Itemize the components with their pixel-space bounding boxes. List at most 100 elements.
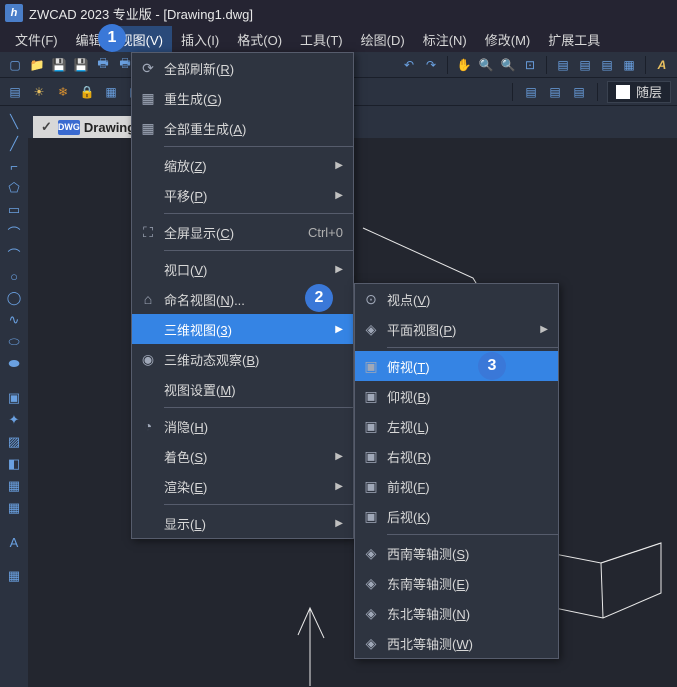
saveas-icon[interactable]: 💾: [72, 56, 90, 74]
point-icon[interactable]: ✦: [4, 410, 24, 430]
menu-item-label: 前视(F): [387, 477, 548, 496]
menu-item-重生成G[interactable]: ▦重生成(G): [132, 83, 353, 113]
menu-item-三维动态观察B[interactable]: ◉三维动态观察(B): [132, 344, 353, 374]
submenu-arrow-icon: ▶: [335, 518, 343, 529]
menu-item-右视R[interactable]: ▣右视(R): [355, 441, 558, 471]
menu-[interactable]: 扩展工具: [539, 26, 609, 52]
palette2-icon[interactable]: ▤: [598, 56, 616, 74]
menu-item-全部重生成A[interactable]: ▦全部重生成(A): [132, 113, 353, 143]
menu-item-平移P[interactable]: 平移(P)▶: [132, 180, 353, 210]
line-icon[interactable]: ╲: [4, 112, 24, 132]
menu-item-后视K[interactable]: ▣后视(K): [355, 501, 558, 531]
zoomwin-icon[interactable]: ⊡: [521, 56, 539, 74]
menu-item-西南等轴测S[interactable]: ◈西南等轴测(S): [355, 538, 558, 568]
misc-icon[interactable]: ▦: [4, 566, 24, 586]
ellipsearc-icon[interactable]: ⬬: [4, 354, 24, 374]
rect-icon[interactable]: ▭: [4, 200, 24, 220]
menu-separator: [164, 407, 353, 408]
bulb-icon[interactable]: ☀: [30, 83, 48, 101]
menu-item-全部刷新R[interactable]: ⟳全部刷新(R): [132, 53, 353, 83]
menu-item-缩放Z[interactable]: 缩放(Z)▶: [132, 150, 353, 180]
ls-icon[interactable]: ▤: [522, 83, 540, 101]
menu-item-东南等轴测E[interactable]: ◈东南等轴测(E): [355, 568, 558, 598]
menu-T[interactable]: 工具(T): [291, 26, 352, 52]
menu-N[interactable]: 标注(N): [414, 26, 476, 52]
toolbar-draw: ╲ ╱ ⌐ ⬠ ▭ ⌒ ⌒ ○ ◯ ∿ ⬭ ⬬ ▣ ✦ ▨ ◧ ▦ ▦ A ▦: [0, 106, 28, 586]
save-icon[interactable]: 💾: [50, 56, 68, 74]
new-icon[interactable]: ▢: [6, 56, 24, 74]
menu-item-西北等轴测W[interactable]: ◈西北等轴测(W): [355, 628, 558, 658]
toolbar-separator: [447, 56, 448, 74]
menu-separator: [164, 504, 353, 505]
palette-icon[interactable]: ▤: [576, 56, 594, 74]
submenu-arrow-icon: ▶: [335, 264, 343, 275]
menu-item-渲染E[interactable]: 渲染(E)▶: [132, 471, 353, 501]
circle-icon[interactable]: ○: [4, 266, 24, 286]
text-icon-a[interactable]: A: [653, 56, 671, 74]
menu-M[interactable]: 修改(M): [476, 26, 540, 52]
donut-icon[interactable]: ◯: [4, 288, 24, 308]
redo-icon[interactable]: ↷: [422, 56, 440, 74]
menu-item-着色S[interactable]: 着色(S)▶: [132, 441, 353, 471]
menu-item-icon: ⟳: [132, 60, 164, 77]
menu-item-东北等轴测N[interactable]: ◈东北等轴测(N): [355, 598, 558, 628]
menu-item-视图设置M[interactable]: 视图设置(M): [132, 374, 353, 404]
layers-icon[interactable]: ▦: [102, 83, 120, 101]
zoom2-icon[interactable]: 🔍: [499, 56, 517, 74]
layer-color-combo[interactable]: 随层: [607, 81, 671, 103]
menu-item-label: 俯视(T): [387, 357, 548, 376]
region-icon[interactable]: ▦: [4, 476, 24, 496]
menu-item-平面视图P[interactable]: ◈平面视图(P)▶: [355, 314, 558, 344]
block-icon[interactable]: ▣: [4, 388, 24, 408]
table-icon[interactable]: ▦: [4, 498, 24, 518]
props-icon[interactable]: ▤: [554, 56, 572, 74]
menu-item-前视F[interactable]: ▣前视(F): [355, 471, 558, 501]
menu-item-左视L[interactable]: ▣左视(L): [355, 411, 558, 441]
menu-item-视口V[interactable]: 视口(V) ▶: [132, 254, 353, 284]
menu-item-label: 显示(L): [164, 514, 327, 533]
menu-item-label: 视口(V): [164, 260, 327, 279]
menu-item-俯视T[interactable]: ▣俯视(T): [355, 351, 558, 381]
menu-item-icon: ⛶: [132, 224, 164, 241]
calc-icon[interactable]: ▦: [620, 56, 638, 74]
menu-D[interactable]: 绘图(D): [352, 26, 414, 52]
menu-item-消隐H[interactable]: ◔消隐(H): [132, 411, 353, 441]
menu-separator: [387, 347, 558, 348]
menu-F[interactable]: 文件(F): [6, 26, 67, 52]
menu-item-视点V[interactable]: ⊙视点(V): [355, 284, 558, 314]
menu-O[interactable]: 格式(O): [228, 26, 291, 52]
arc2-icon[interactable]: ⌒: [4, 244, 24, 264]
ls2-icon[interactable]: ▤: [546, 83, 564, 101]
gradient-icon[interactable]: ◧: [4, 454, 24, 474]
open-icon[interactable]: 📁: [28, 56, 46, 74]
menu-item-显示L[interactable]: 显示(L) ▶: [132, 508, 353, 538]
undo-icon[interactable]: ↶: [400, 56, 418, 74]
menu-item-全屏显示C[interactable]: ⛶全屏显示(C)Ctrl+0: [132, 217, 353, 247]
hatch-icon[interactable]: ▨: [4, 432, 24, 452]
layer-icon[interactable]: ▤: [6, 83, 24, 101]
zoom-icon[interactable]: 🔍: [477, 56, 495, 74]
menu-item-label: 全部刷新(R): [164, 59, 343, 78]
arc-icon[interactable]: ⌒: [4, 222, 24, 242]
menu-item-仰视B[interactable]: ▣仰视(B): [355, 381, 558, 411]
menu-item-label: 消隐(H): [164, 417, 343, 436]
ls3-icon[interactable]: ▤: [570, 83, 588, 101]
lock-icon[interactable]: 🔒: [78, 83, 96, 101]
ellipse-icon[interactable]: ⬭: [4, 332, 24, 352]
menu-item-三维视图3[interactable]: 三维视图(3)▶: [132, 314, 353, 344]
layer-combo-label: 随层: [636, 82, 662, 101]
text-icon[interactable]: A: [4, 532, 24, 552]
menu-item-icon: ▦: [132, 120, 164, 137]
polygon-icon[interactable]: ⬠: [4, 178, 24, 198]
menu-item-label: 平移(P): [164, 186, 327, 205]
pline-icon[interactable]: ⌐: [4, 156, 24, 176]
pan-icon[interactable]: ✋: [455, 56, 473, 74]
print-icon[interactable]: 🖶: [94, 56, 112, 74]
xline-icon[interactable]: ╱: [4, 134, 24, 154]
menu-I[interactable]: 插入(I): [172, 26, 228, 52]
menu-item-icon: ▣: [355, 388, 387, 405]
menu-item-label: 全部重生成(A): [164, 119, 343, 138]
spline-icon[interactable]: ∿: [4, 310, 24, 330]
freeze-icon[interactable]: ❄: [54, 83, 72, 101]
menu-item-label: 东南等轴测(E): [387, 574, 548, 593]
